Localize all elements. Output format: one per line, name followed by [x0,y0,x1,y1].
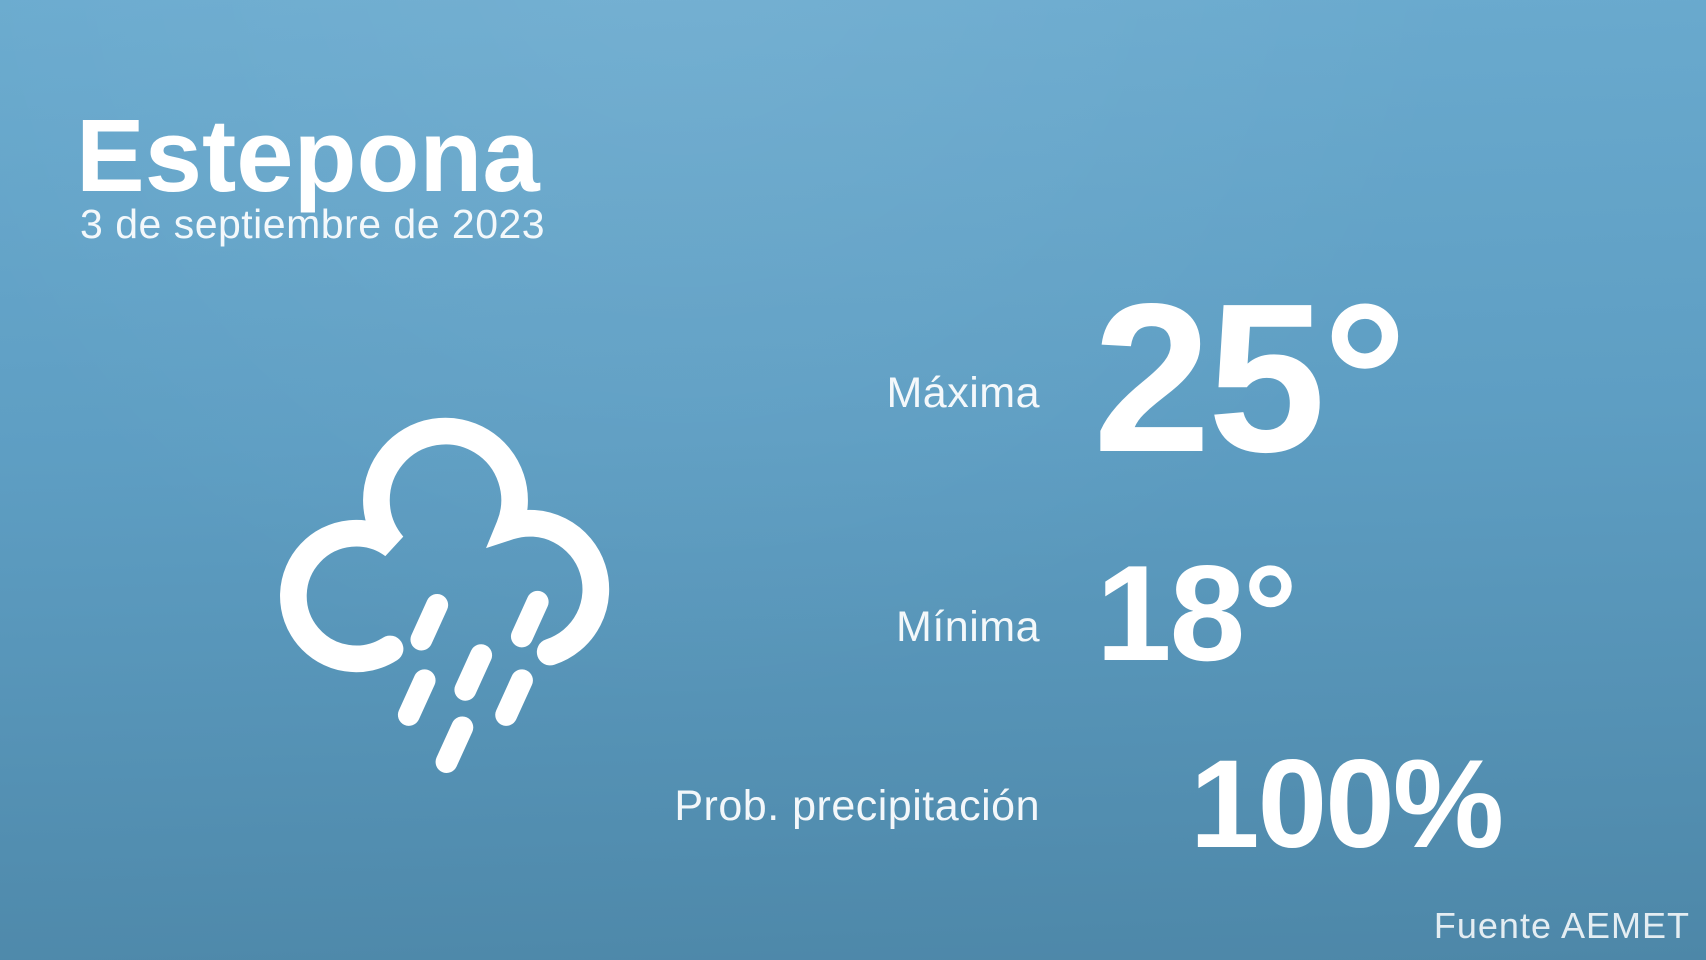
precipitation-probability-value: 100% [1190,735,1504,874]
max-temp-label: Máxima [886,369,1040,417]
min-temp-label: Mínima [896,603,1040,651]
source-credit: Fuente AEMET [1433,905,1690,946]
min-temp-value: 18° [1096,537,1298,689]
rain-drop [454,644,493,701]
rain-drop [495,669,533,726]
page-title: Estepona [76,98,540,213]
cloud-rain-icon [280,417,610,773]
rain-drop [435,716,474,773]
cloud-outline [280,417,610,673]
max-temp-value: 25° [1093,259,1407,496]
forecast-date: 3 de septiembre de 2023 [80,201,546,247]
rain-drop [510,590,549,648]
rain-drop [397,669,436,726]
precipitation-probability-label: Prob. precipitación [674,782,1040,830]
rain-drops [397,590,549,773]
rain-drop [410,593,449,651]
